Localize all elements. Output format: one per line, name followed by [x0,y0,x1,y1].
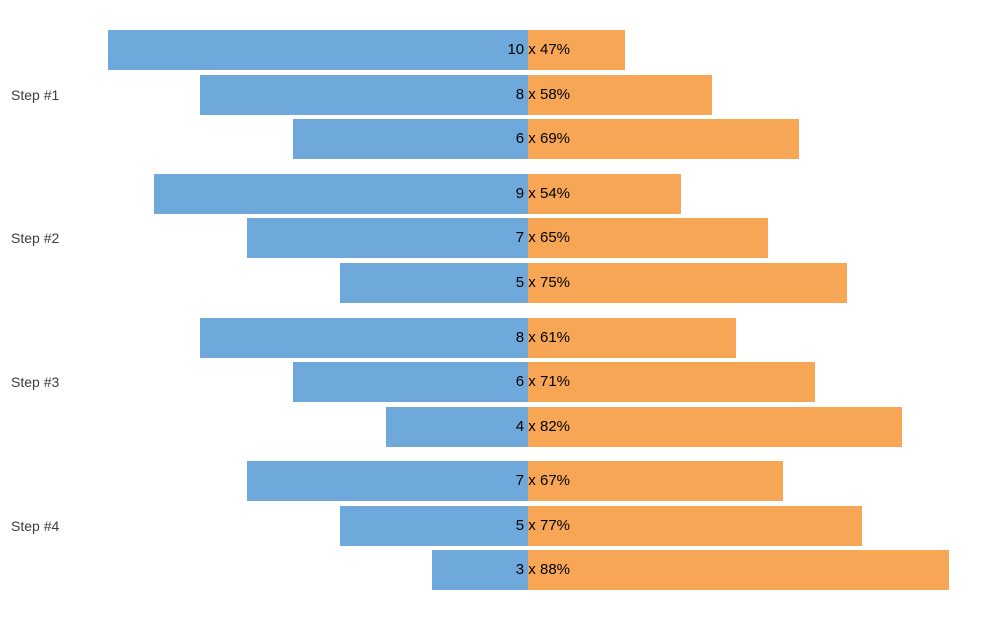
group-label: Step #1 [11,86,60,103]
count-bar [293,119,528,159]
count-bar [432,550,528,591]
bar-label: 6 x 71% [515,373,570,391]
count-bar [386,406,528,447]
percent-bar [528,317,736,358]
percent-bar [528,30,626,70]
group-label: Step #2 [11,230,60,247]
percent-bar [528,119,800,159]
count-bar [339,505,528,546]
percent-bar [528,461,784,502]
count-bar [107,30,528,70]
bar-label: 10 x 47% [507,41,570,58]
count-bar [200,74,528,115]
percent-bar [528,173,681,214]
group-label: Step #3 [11,374,60,391]
percent-bar [528,505,863,546]
percent-bar [528,406,902,447]
bar-label: 9 x 54% [515,184,570,202]
bar-label: 7 x 65% [515,229,570,247]
count-bar [293,362,528,403]
bar-label: 3 x 88% [515,561,570,579]
bar-label: 5 x 77% [515,516,570,534]
bar-label: 6 x 69% [515,130,570,147]
count-bar [200,317,528,358]
bar-label: 5 x 75% [515,273,570,291]
percent-bar [528,262,847,303]
bar-label: 4 x 82% [515,417,570,435]
group-label: Step #4 [11,517,60,534]
percent-bar [528,550,950,591]
percent-bar [528,362,815,403]
count-bar [154,173,528,214]
count-bar [246,218,528,259]
bar-label: 7 x 67% [515,472,570,490]
bar-label: 8 x 61% [515,328,570,346]
bar-label: 8 x 58% [515,85,570,103]
count-bar [246,461,528,502]
percent-bar [528,74,713,115]
percent-bar [528,218,768,259]
count-bar [339,262,528,303]
